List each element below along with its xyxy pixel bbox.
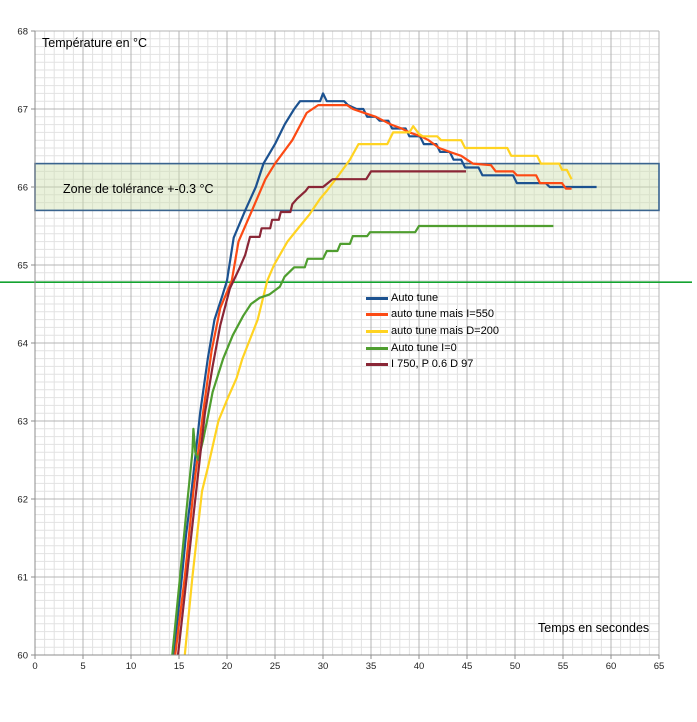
legend-line-swatch	[366, 346, 388, 350]
legend-item: auto tune mais D=200	[366, 323, 499, 340]
x-tick-label: 30	[318, 661, 329, 672]
x-tick-label: 5	[80, 661, 85, 672]
x-tick-label: 0	[32, 661, 37, 672]
x-tick-label: 35	[366, 661, 377, 672]
y-tick-label: 61	[17, 573, 28, 584]
legend-item: I 750, P 0.6 D 97	[366, 356, 499, 373]
legend-label: Auto tune	[391, 291, 439, 304]
legend-label: auto tune mais D=200	[391, 324, 499, 337]
y-tick-label: 64	[17, 339, 28, 350]
legend-item: Auto tune	[366, 290, 499, 307]
series-line-1	[174, 103, 572, 656]
legend-label: Auto tune I=0	[391, 341, 457, 354]
legend-label: auto tune mais I=550	[391, 308, 495, 321]
legend-label: I 750, P 0.6 D 97	[391, 358, 474, 371]
legend: Auto tune auto tune mais I=550 auto tune…	[366, 290, 499, 373]
y-tick-label: 65	[17, 261, 28, 272]
x-tick-label: 65	[654, 661, 665, 672]
x-tick-label: 20	[222, 661, 233, 672]
x-tick-label: 45	[462, 661, 473, 672]
x-tick-label: 55	[558, 661, 569, 672]
series-line-0	[172, 92, 597, 656]
legend-item: auto tune mais I=550	[366, 307, 499, 324]
x-tick-label: 50	[510, 661, 521, 672]
legend-line-swatch	[366, 313, 388, 317]
series-line-2	[183, 125, 573, 656]
legend-line-swatch	[366, 296, 388, 300]
y-tick-label: 68	[17, 27, 28, 38]
y-tick-label: 67	[17, 105, 28, 116]
legend-line-swatch	[366, 329, 388, 333]
y-tick-label: 66	[17, 183, 28, 194]
legend-item: Auto tune I=0	[366, 340, 499, 357]
y-tick-label: 60	[17, 651, 28, 662]
y-tick-label: 62	[17, 495, 28, 506]
x-tick-label: 25	[270, 661, 281, 672]
x-tick-label: 10	[126, 661, 137, 672]
y-axis-title: Température en °C	[42, 36, 148, 50]
x-tick-label: 15	[174, 661, 185, 672]
x-axis-title: Temps en secondes	[538, 621, 650, 635]
legend-line-swatch	[366, 363, 388, 367]
series-line-4	[176, 170, 466, 656]
series-line-3	[171, 224, 554, 656]
y-tick-label: 63	[17, 417, 28, 428]
tolerance-zone-label: Zone de tolérance +-0.3 °C	[63, 182, 214, 196]
x-tick-label: 40	[414, 661, 425, 672]
x-tick-label: 60	[606, 661, 617, 672]
